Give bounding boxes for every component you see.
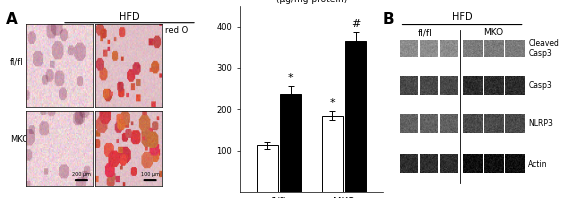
Text: HFD: HFD — [452, 11, 473, 22]
Bar — [280, 94, 301, 192]
Text: NLRP3: NLRP3 — [528, 119, 553, 128]
Bar — [257, 145, 278, 192]
Text: fl/fl: fl/fl — [418, 28, 432, 37]
Text: Actin: Actin — [528, 160, 548, 169]
Text: 200 μm: 200 μm — [72, 172, 91, 177]
Text: MKO: MKO — [10, 135, 29, 145]
Title: Hepatic TG
(μg/mg protein): Hepatic TG (μg/mg protein) — [276, 0, 347, 4]
Bar — [345, 41, 366, 192]
Text: #: # — [351, 19, 360, 29]
Text: Cleaved
Casp3: Cleaved Casp3 — [528, 39, 559, 58]
Text: MKO: MKO — [483, 28, 503, 37]
Text: 100 μm: 100 μm — [141, 172, 159, 177]
Text: fl/fl: fl/fl — [10, 57, 24, 66]
Bar — [322, 116, 343, 192]
Text: Casp3: Casp3 — [528, 81, 552, 90]
Text: H&E: H&E — [62, 26, 80, 35]
Text: Oil red O: Oil red O — [151, 26, 189, 35]
Text: B: B — [383, 11, 395, 27]
Text: *: * — [329, 98, 335, 108]
Text: HFD: HFD — [119, 11, 140, 22]
Text: *: * — [288, 73, 293, 83]
Text: A: A — [6, 11, 17, 27]
